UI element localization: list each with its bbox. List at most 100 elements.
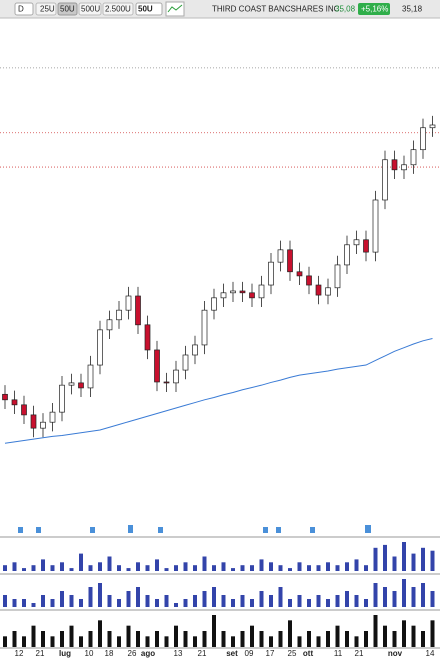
volume-bar [117, 599, 121, 607]
candle-body [372, 199, 379, 253]
volume-bar [117, 636, 121, 647]
candle-body [173, 369, 179, 384]
candle-body [363, 239, 369, 253]
volume-bar [269, 562, 273, 571]
size-button[interactable] [35, 2, 57, 16]
moving-average [4, 338, 433, 444]
active-size[interactable]: 50U [138, 5, 153, 14]
candle-body [182, 354, 189, 371]
volume-bar [354, 636, 359, 647]
change: +5,16% [361, 5, 388, 14]
size[interactable]: 2.500U [105, 5, 131, 14]
x-tick-label: 21 [36, 649, 45, 658]
volume-bar [411, 587, 416, 607]
volume-bar [155, 559, 159, 571]
volume-bar [69, 595, 74, 607]
volume-bar [79, 636, 83, 647]
volume-bar [288, 599, 292, 607]
volume-bar [50, 565, 55, 571]
candle-body [306, 275, 312, 286]
volume-bar [60, 562, 64, 571]
candle-body [59, 384, 65, 413]
x-tick-label: 14 [426, 649, 435, 658]
interval-button[interactable] [14, 2, 34, 16]
volume-bar [31, 603, 36, 607]
event-marker[interactable] [365, 525, 371, 533]
volume-bar [3, 636, 7, 647]
volume-bar [31, 565, 36, 571]
candle-body [40, 421, 46, 429]
candle-body [230, 290, 236, 294]
volume-bar [269, 636, 273, 647]
candle-body [68, 382, 75, 386]
candle-body [30, 414, 37, 429]
volume-bar [250, 565, 254, 571]
volume-bar [41, 631, 45, 647]
event-markers [18, 525, 371, 533]
size-button[interactable] [78, 2, 102, 16]
x-tick-label: 17 [266, 649, 275, 658]
volume-bar [221, 562, 226, 571]
x-tick-label: 25 [288, 649, 297, 658]
size[interactable]: 50U [60, 5, 75, 14]
volume-bar [107, 631, 112, 647]
x-tick-label: set [226, 649, 238, 658]
volume-bar [297, 562, 302, 571]
volume-bar [269, 595, 273, 607]
volume-bar [212, 615, 216, 647]
volume-bar [259, 631, 264, 647]
event-marker[interactable] [158, 527, 163, 533]
candle-body [2, 393, 8, 401]
volume-bar [136, 631, 140, 647]
size-button[interactable] [102, 2, 134, 16]
size[interactable]: 25U [40, 5, 55, 14]
candle-body [353, 239, 360, 246]
chart-style-icon [167, 4, 183, 13]
volume-bar [3, 595, 7, 607]
event-marker[interactable] [90, 527, 95, 533]
volume-bar [335, 565, 340, 571]
candle-body [258, 284, 265, 299]
candle-body [106, 319, 113, 331]
volume-bar [193, 636, 197, 647]
event-marker[interactable] [18, 527, 23, 533]
candle-body [154, 349, 160, 383]
volume-bar [202, 591, 207, 607]
size-select[interactable] [135, 2, 163, 16]
volume-bar [212, 565, 216, 571]
event-marker[interactable] [128, 525, 133, 533]
size-button[interactable] [57, 2, 78, 16]
volume-bar [240, 595, 245, 607]
volume-bar [430, 550, 435, 571]
volume-bar [345, 631, 349, 647]
candle-body [201, 309, 208, 346]
candle-body [239, 290, 246, 294]
event-marker[interactable] [276, 527, 281, 533]
volume-bar [307, 599, 311, 607]
volume-bar [354, 559, 359, 571]
volume-bar [326, 599, 330, 607]
volume-bar [155, 631, 159, 647]
volume-bar [392, 556, 397, 571]
volume-bar [174, 625, 178, 647]
volume-bar [12, 562, 17, 571]
volume-bar [421, 631, 425, 647]
interval[interactable]: D [18, 5, 24, 14]
volume-bar [117, 565, 121, 571]
volume-bar [364, 631, 368, 647]
volume-bar [50, 599, 55, 607]
volume-bar [79, 599, 83, 607]
volume-bar [193, 595, 197, 607]
volume-bar [316, 595, 321, 607]
x-tick-label: 13 [174, 649, 183, 658]
event-marker[interactable] [36, 527, 41, 533]
volume-bar [307, 565, 311, 571]
candle-body [116, 309, 122, 321]
volume-bar [183, 562, 188, 571]
size[interactable]: 500U [81, 5, 100, 14]
event-marker[interactable] [310, 527, 315, 533]
volume-bar [221, 595, 226, 607]
event-marker[interactable] [263, 527, 268, 533]
candle-body [49, 411, 56, 423]
candle-body [144, 324, 151, 351]
